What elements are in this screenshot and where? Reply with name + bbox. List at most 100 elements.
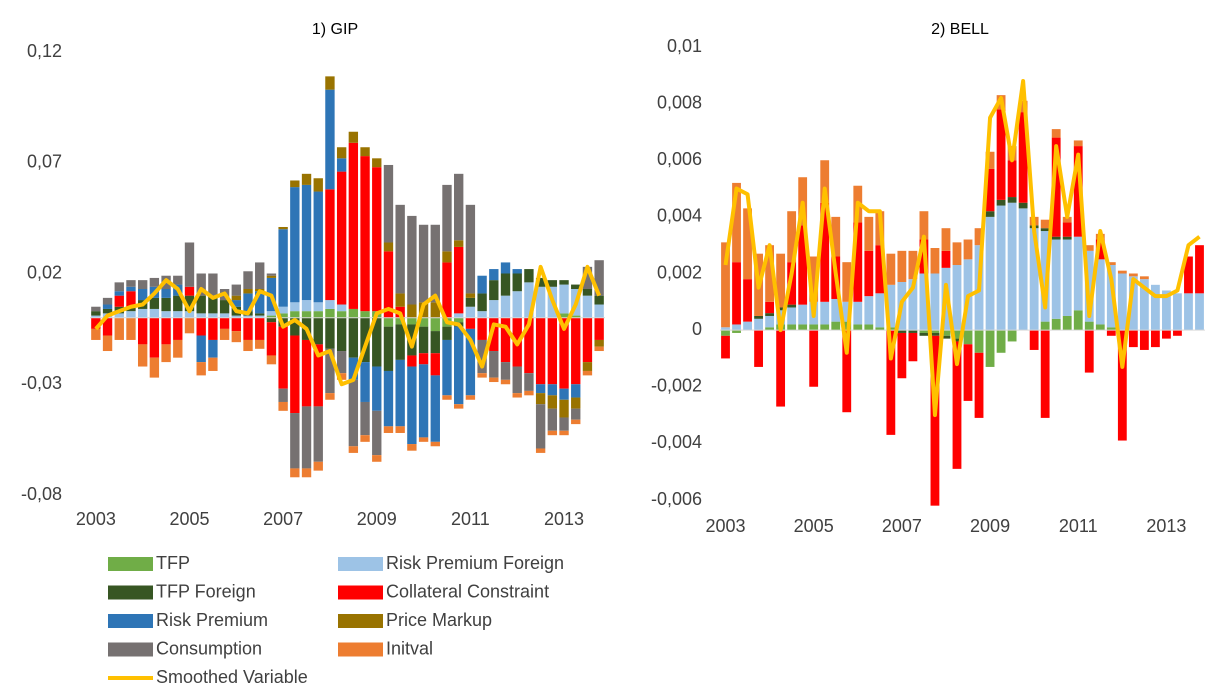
- bar-segment: [571, 284, 581, 290]
- bar-segment: [255, 315, 265, 318]
- bar-segment: [149, 277, 160, 287]
- bar-segment: [1051, 318, 1061, 331]
- y-tick-label: -0,03: [21, 373, 62, 393]
- bar-segment: [732, 262, 741, 325]
- bar-segment: [908, 250, 918, 280]
- bar-segment: [149, 357, 160, 378]
- bar-segment: [1106, 265, 1116, 328]
- bar-segment: [875, 327, 885, 331]
- bar-segment: [383, 317, 394, 327]
- bar-segment: [559, 280, 569, 285]
- bar-segment: [454, 246, 464, 314]
- y-tick-label: 0,01: [667, 36, 702, 56]
- bar-segment: [721, 330, 730, 336]
- bar-segment: [1095, 239, 1105, 260]
- bar-segment: [594, 317, 604, 340]
- bar-segment: [278, 401, 288, 411]
- bar-segment: [477, 293, 487, 312]
- bar-segment: [313, 178, 323, 192]
- bar-segment: [594, 295, 604, 305]
- bar-segment: [219, 313, 230, 318]
- bar-segment: [407, 304, 417, 318]
- bar-segment: [1040, 330, 1050, 418]
- bar-segment: [820, 324, 830, 331]
- bar-segment: [126, 286, 136, 292]
- bar-segment: [454, 313, 464, 318]
- bar-segment: [126, 280, 136, 287]
- bar-segment: [454, 326, 464, 405]
- bar-segment: [1018, 112, 1028, 203]
- y-tick-label: 0,008: [657, 92, 702, 112]
- bar-segment: [266, 275, 277, 278]
- bar-segment: [820, 160, 830, 203]
- bar-segment: [919, 273, 929, 331]
- bar-segment: [952, 338, 962, 342]
- bar-segment: [266, 355, 277, 365]
- bar-segment: [266, 311, 277, 316]
- bar-segment: [360, 311, 370, 318]
- bar-segment: [787, 304, 797, 308]
- bar-segment: [91, 306, 101, 312]
- bar-segment: [208, 295, 218, 314]
- bar-segment: [524, 269, 534, 283]
- legend-swatch: [108, 614, 153, 628]
- bar-segment: [149, 308, 160, 318]
- bar-segment: [348, 142, 359, 309]
- line-series: [94, 264, 602, 387]
- bar-segment: [91, 311, 101, 316]
- y-tick-label: 0,02: [27, 262, 62, 282]
- bar-segment: [1117, 270, 1127, 274]
- bar-segment: [243, 339, 253, 352]
- bar-segment: [1117, 330, 1127, 441]
- x-tick-label: 2011: [451, 509, 490, 529]
- bar-segment: [336, 147, 347, 159]
- bar-segment: [886, 330, 896, 435]
- legend-label: Price Markup: [386, 610, 492, 630]
- bar-segment: [571, 408, 581, 420]
- bar-segment: [395, 324, 405, 360]
- bar-segment: [512, 393, 522, 398]
- bar-segment: [754, 318, 763, 331]
- bar-segment: [571, 315, 581, 318]
- bar-segment: [1073, 310, 1083, 331]
- x-tick-label: 2007: [263, 509, 303, 529]
- bar-segment: [442, 395, 452, 400]
- bar-segment: [1073, 146, 1083, 237]
- bar-segment: [776, 307, 786, 311]
- bar-segment: [930, 332, 940, 336]
- bar-segment: [500, 379, 511, 385]
- bar-segment: [407, 355, 417, 367]
- bar-segment: [325, 89, 335, 190]
- bar-segment: [524, 282, 534, 318]
- bar-segment: [290, 311, 300, 318]
- bar-segment: [243, 315, 253, 318]
- bar-segment: [547, 280, 558, 287]
- bar-segment: [1173, 330, 1182, 336]
- line-series: [723, 78, 1201, 418]
- bar-segment: [489, 377, 499, 383]
- bar-segment: [743, 208, 752, 280]
- bar-segment: [547, 384, 558, 396]
- bar-segment: [161, 311, 171, 318]
- legend-label: Collateral Constraint: [386, 581, 549, 601]
- bar-segment: [278, 226, 288, 230]
- bar-segment: [477, 275, 487, 294]
- bar-segment: [559, 313, 569, 318]
- bar-segment: [231, 300, 241, 307]
- bar-segment: [231, 331, 241, 343]
- bar-segment: [231, 284, 241, 296]
- bar-segment: [582, 295, 593, 318]
- bar-segment: [184, 286, 195, 296]
- bar-segment: [161, 317, 171, 345]
- bar-segment: [1139, 330, 1149, 350]
- bar-segment: [137, 344, 148, 367]
- bar-segment: [407, 444, 417, 451]
- bar-segment: [477, 339, 487, 374]
- bar-segment: [512, 273, 522, 292]
- bar-segment: [985, 330, 995, 367]
- bar-segment: [842, 262, 852, 302]
- bar-segment: [219, 317, 230, 329]
- bar-segment: [897, 330, 907, 333]
- bar-segment: [442, 339, 452, 396]
